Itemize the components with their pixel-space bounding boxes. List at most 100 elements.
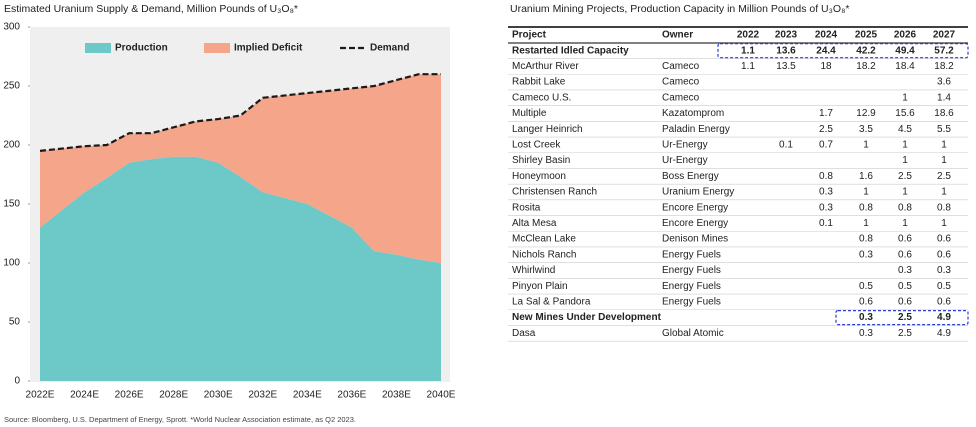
y-tick-label: 250 [3,81,20,92]
table-cell: Shirley Basin [512,155,570,166]
table-value: 3.5 [859,124,873,135]
plot: 0 50 100 150 200 250 300 2022E 2024E 2026E 2028E 20… [3,22,455,401]
x-tick-label: 2034E [293,390,322,401]
table-cell: Christensen Ranch [512,187,597,198]
table-value: 1.1 [741,45,755,56]
table-value: 2.5 [819,124,833,135]
table-value: 3.6 [937,77,951,88]
table-value: 2.5 [898,328,912,339]
table-value: 0.3 [859,249,873,260]
table-value: 0.3 [898,265,912,276]
table-cell: McClean Lake [512,234,576,245]
table-cell: Denison Mines [662,234,728,245]
legend-label: Production [115,43,168,54]
legend-label: Implied Deficit [234,43,303,54]
table-cell: Cameco [662,61,700,72]
y-tick-label: 300 [3,22,20,33]
table-cell: Restarted Idled Capacity [512,45,629,56]
table-cell: Energy Fuels [662,297,721,308]
table: Project Owner 2022 2023 2024 2025 2026 2027 Rest… [508,26,969,342]
table-cell: Energy Fuels [662,265,721,276]
table-value: 4.9 [937,328,951,339]
area [40,156,441,381]
table-cell: Cameco [662,92,700,103]
table-value: 0.1 [819,218,833,229]
table-value: 0.8 [898,202,912,213]
table-value: 0.3 [937,265,951,276]
table-cell: Ur-Energy [662,140,708,151]
table-value: 0.6 [937,297,951,308]
table-value: 2.5 [898,312,912,323]
table-value: 0.6 [937,234,951,245]
table-value: 0.3 [819,187,833,198]
column-header: 2024 [815,30,838,41]
x-tick-label: 2022E [26,390,55,401]
table-cell: Encore Energy [662,202,728,213]
table-cell: Ur-Energy [662,155,708,166]
table-cell: Rosita [512,202,541,213]
table-cell: Pinyon Plain [512,281,568,292]
table-cell: New Mines Under Development [512,312,662,323]
y-tick-label: 150 [3,199,20,210]
table-value: 1 [902,92,908,103]
x-tick-label: 2026E [115,390,144,401]
table-value: 5.5 [937,124,951,135]
table-cell: Uranium Energy [662,187,734,198]
legend-swatch [204,43,230,53]
table-value: 0.6 [859,297,873,308]
y-tick-label: 200 [3,140,20,151]
table-value: 1.1 [741,61,755,72]
column-header: 2027 [933,30,956,41]
chart-title: Estimated Uranium Supply & Demand, Milli… [4,3,298,15]
table-value: 0.8 [859,202,873,213]
table-value: 1 [902,187,908,198]
table-cell: Cameco U.S. [512,92,571,103]
legend-label: Demand [370,43,409,54]
table-value: 13.6 [776,45,796,56]
table-value: 1 [902,218,908,229]
table-value: 12.9 [856,108,876,119]
table-cell: Lost Creek [512,140,561,151]
y-tick-label: 50 [9,317,21,328]
table-value: 1 [863,187,869,198]
y-tick-label: 0 [14,376,20,387]
table-value: 1 [902,155,908,166]
x-tick-label: 2024E [70,390,99,401]
source-note: Source: Bloomberg, U.S. Department of En… [4,415,356,424]
highlight-box [835,310,969,326]
table-value: 0.7 [819,140,833,151]
table-value: 0.6 [898,297,912,308]
x-tick-label: 2040E [427,390,456,401]
table-value: 1 [941,155,947,166]
table-cell: Energy Fuels [662,281,721,292]
column-header: 2022 [737,30,760,41]
table-cell: Global Atomic [662,328,724,339]
table-value: 1.6 [859,171,873,182]
column-header: 2026 [894,30,917,41]
x-tick-label: 2036E [337,390,366,401]
table-value: 49.4 [895,45,915,56]
table-cell: Nichols Ranch [512,249,576,260]
table-value: 2.5 [898,171,912,182]
table-cell: La Sal & Pandora [512,297,591,308]
demand-line [39,73,441,152]
table-value: 0.6 [898,249,912,260]
table-title: Uranium Mining Projects, Production Capa… [510,3,850,15]
table-value: 1 [941,140,947,151]
table-value: 0.6 [937,249,951,260]
table-cell: Kazatomprom [662,108,724,119]
table-value: 24.4 [816,45,836,56]
column-header: Project [512,30,547,41]
x-tick-label: 2038E [382,390,411,401]
table-cell: Alta Mesa [512,218,557,229]
table-value: 18.4 [895,61,915,72]
legend-swatch [85,43,111,53]
table-value: 0.3 [819,202,833,213]
table-value: 0.5 [898,281,912,292]
table-cell: Rabbit Lake [512,77,566,88]
column-header: 2025 [855,30,878,41]
table-value: 1.7 [819,108,833,119]
table-value: 1 [941,187,947,198]
table-value: 2.5 [937,171,951,182]
